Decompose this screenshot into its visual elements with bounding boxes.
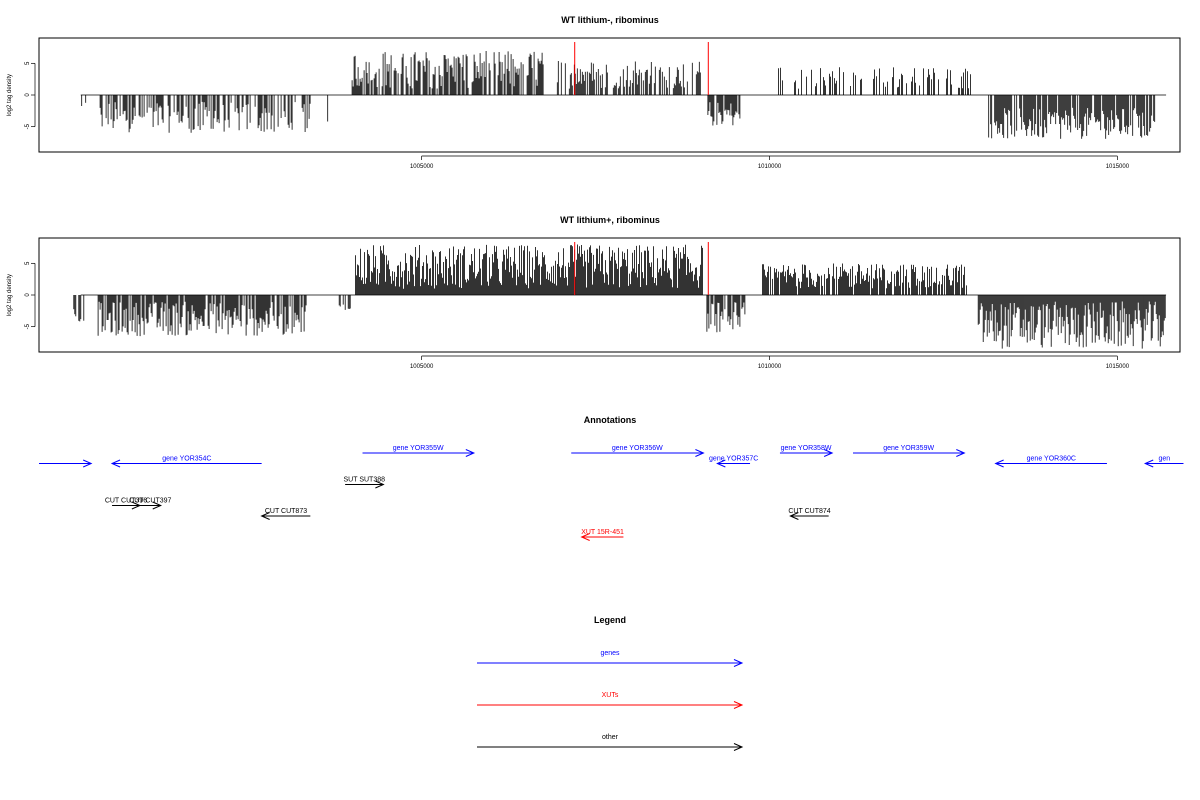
legend-arrowhead — [733, 701, 744, 709]
arrowhead — [580, 533, 590, 541]
legend-item-xuts: XUTs — [477, 692, 744, 709]
x-tick-label: 1015000 — [1106, 364, 1130, 370]
annotation-feature — [39, 459, 93, 468]
feature-label: SUT SUT388 — [344, 477, 386, 484]
annotation-feature: gene YOR360C — [994, 456, 1107, 468]
legend-arrowhead — [733, 743, 744, 751]
plot-frame — [38, 237, 1181, 353]
legend-arrowhead — [733, 659, 744, 667]
arrowhead — [695, 449, 705, 457]
x-tick-label: 1005000 — [410, 364, 434, 370]
annotation-feature: CUT CUT874 — [788, 508, 831, 520]
y-axis: -5 0 5 — [25, 261, 36, 329]
annotation-feature: gene YOR354C — [110, 456, 262, 468]
annotation-features: gene YOR354C gene YOR355W gene YOR356W gene… — [39, 445, 1184, 541]
feature-label: gene YOR359W — [883, 445, 934, 452]
plot-frame — [38, 37, 1181, 153]
feature-label: gene YOR357C — [709, 456, 758, 463]
arrowhead — [465, 449, 476, 457]
arrowhead — [823, 449, 834, 457]
x-axis: 1005000 1010000 1015000 — [410, 355, 1130, 370]
y-tick-label: 0 — [25, 93, 31, 97]
feature-label: gene YOR358W — [781, 445, 832, 452]
y-tick-label: 5 — [25, 61, 31, 65]
feature-label: gene YOR360C — [1027, 456, 1076, 463]
x-axis: 1005000 1010000 1015000 — [410, 155, 1130, 170]
legend-label: XUTs — [602, 692, 619, 699]
arrowhead — [994, 459, 1004, 468]
feature-label: gene YOR354C — [162, 456, 211, 463]
y-axis-label: log2 tag density — [7, 74, 13, 116]
annotation-feature: gene YOR356W — [571, 445, 705, 457]
track-panel-lithium-plus: WT lithium+, ribominus log2 tag density … — [7, 215, 1181, 370]
annotation-feature: CUT CUT397 — [129, 498, 172, 510]
annotation-feature: SUT SUT388 — [344, 477, 386, 489]
annotation-feature: XUT 15R-451 — [580, 529, 624, 541]
arrowhead — [152, 501, 163, 510]
arrowhead — [110, 459, 121, 468]
feature-label: CUT CUT873 — [265, 508, 307, 515]
x-tick-label: 1015000 — [1106, 164, 1130, 170]
legend-label: genes — [600, 650, 620, 657]
annotation-feature: gen — [1143, 456, 1184, 468]
arrowhead — [1143, 459, 1154, 468]
y-axis: -5 0 5 — [25, 61, 36, 129]
feature-label: gen — [1159, 456, 1171, 463]
y-axis-label: log2 tag density — [7, 274, 13, 316]
arrowhead — [260, 512, 270, 520]
y-tick-label: 0 — [25, 293, 31, 297]
annotation-feature: gene YOR359W — [853, 445, 966, 457]
arrowhead — [789, 512, 799, 520]
legend-title: Legend — [594, 615, 626, 625]
track-title: WT lithium-, ribominus — [561, 15, 659, 25]
legend-label: other — [602, 734, 619, 741]
annotation-feature: gene YOR358W — [779, 445, 834, 457]
feature-label: gene YOR356W — [612, 445, 663, 452]
legend-item-other: other — [477, 734, 744, 751]
feature-label: gene YOR355W — [393, 445, 444, 452]
feature-label: CUT CUT874 — [788, 508, 830, 515]
feature-label: CUT CUT397 — [129, 498, 171, 505]
track-panel-lithium-minus: WT lithium-, ribominus log2 tag density … — [7, 15, 1181, 170]
arrowhead — [375, 480, 385, 489]
arrowhead — [82, 459, 93, 468]
legend: Legend genes XUTs other — [477, 615, 744, 751]
x-tick-label: 1005000 — [410, 164, 434, 170]
y-tick-label: -5 — [25, 123, 31, 129]
arrowhead — [956, 449, 966, 457]
annotation-feature: gene YOR355W — [362, 445, 476, 457]
feature-label: CUT CUT396 — [105, 498, 147, 505]
annotation-feature: CUT CUT873 — [260, 508, 311, 520]
y-tick-label: -5 — [25, 323, 31, 329]
legend-item-genes: genes — [477, 650, 744, 667]
x-tick-label: 1010000 — [758, 164, 782, 170]
coverage-bars — [80, 51, 1167, 139]
arrowhead — [716, 459, 726, 468]
feature-label: XUT 15R-451 — [581, 529, 624, 536]
region-markers — [574, 242, 709, 295]
region-markers — [574, 42, 709, 95]
x-tick-label: 1010000 — [758, 364, 782, 370]
y-tick-label: 5 — [25, 261, 31, 265]
annotations-title: Annotations — [584, 415, 637, 425]
track-title: WT lithium+, ribominus — [560, 215, 660, 225]
annotation-feature: gene YOR357C — [709, 456, 758, 468]
coverage-bars — [73, 244, 1167, 349]
